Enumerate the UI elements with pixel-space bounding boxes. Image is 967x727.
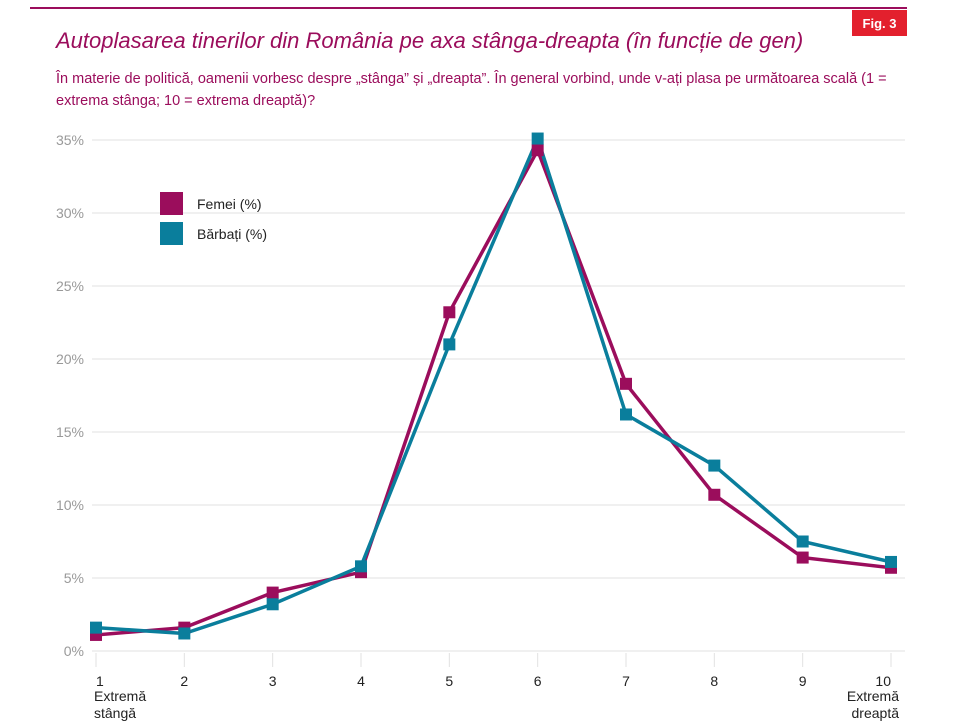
x-tick-label: 2	[180, 673, 188, 689]
legend-swatch	[160, 222, 183, 245]
data-point	[708, 459, 721, 472]
x-tick-label: 7	[622, 673, 630, 689]
data-point	[796, 551, 809, 564]
y-tick-label: 15%	[56, 424, 84, 440]
data-point	[266, 586, 279, 599]
data-point	[443, 306, 456, 319]
chart-title: Autoplasarea tinerilor din România pe ax…	[56, 28, 804, 53]
x-tick-label: 10	[875, 673, 891, 689]
x-tick-label: 8	[710, 673, 718, 689]
x-end-label-left: Extremă	[94, 688, 146, 704]
y-tick-label: 10%	[56, 497, 84, 513]
y-tick-label: 5%	[64, 570, 84, 586]
data-point	[531, 132, 544, 145]
data-point	[620, 377, 632, 390]
x-tick-label: 4	[357, 673, 365, 689]
data-point	[796, 535, 809, 548]
legend-label: Bărbați (%)	[197, 226, 267, 242]
data-point	[443, 338, 456, 351]
y-tick-label: 25%	[56, 278, 84, 294]
x-tick-label: 5	[445, 673, 453, 689]
data-point	[885, 555, 897, 568]
y-tick-label: 20%	[56, 351, 84, 367]
data-point	[355, 560, 367, 573]
data-point	[90, 621, 102, 634]
x-tick-label: 9	[799, 673, 807, 689]
data-point	[708, 488, 721, 501]
x-end-label-right: dreaptă	[852, 705, 900, 721]
legend-swatch	[160, 192, 183, 215]
x-tick-label: 6	[534, 673, 542, 689]
x-end-label-right: Extremă	[847, 688, 899, 704]
x-tick-label: 3	[269, 673, 277, 689]
y-tick-label: 35%	[56, 132, 84, 148]
chart-subtitle: În materie de politică, oamenii vorbesc …	[56, 71, 887, 109]
top-rule	[30, 7, 907, 9]
series-line-femei	[95, 146, 892, 637]
data-point	[178, 627, 191, 640]
x-end-label-left: stângă	[94, 705, 136, 721]
y-tick-label: 0%	[64, 643, 84, 659]
figure-badge: Fig. 3	[852, 10, 907, 36]
data-point	[620, 408, 632, 421]
data-point	[531, 144, 544, 157]
legend-label: Femei (%)	[197, 196, 262, 212]
x-tick-label: 1	[96, 673, 104, 689]
series-line-barbati	[95, 133, 892, 636]
data-point	[266, 598, 279, 611]
y-tick-label: 30%	[56, 205, 84, 221]
